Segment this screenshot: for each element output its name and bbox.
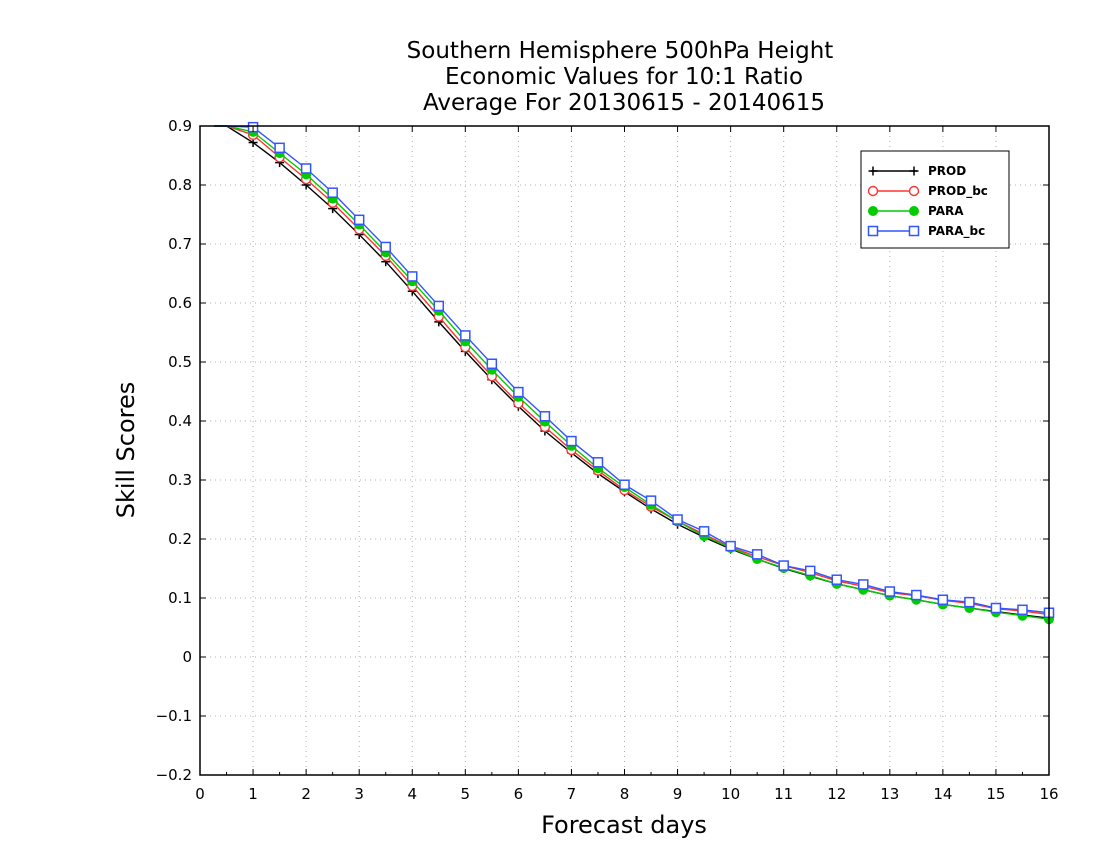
chart-title: Southern Hemisphere 500hPa Height Econom… — [407, 38, 834, 116]
y-tick-label: 0.4 — [168, 412, 192, 430]
data-point — [300, 163, 312, 174]
legend-marker-end — [908, 225, 920, 237]
data-point — [539, 411, 551, 422]
data-point — [566, 435, 577, 447]
data-point — [884, 586, 896, 597]
data-point — [990, 602, 1002, 614]
data-point — [911, 589, 922, 601]
legend-label: PARA_bc — [928, 224, 985, 239]
data-point — [725, 540, 736, 552]
x-tick-label: 0 — [195, 785, 205, 803]
legend: PROD PROD_bc PARA PARA_bc — [860, 150, 1010, 249]
data-point — [513, 386, 524, 398]
y-tick-label: 0.2 — [168, 530, 192, 548]
data-point — [804, 565, 816, 577]
x-tick-label: 7 — [567, 785, 577, 803]
legend-marker-start — [868, 166, 878, 176]
data-point — [698, 526, 710, 537]
data-point — [645, 495, 657, 506]
legend-item-prod: PROD — [868, 164, 966, 178]
x-tick-label: 3 — [354, 785, 364, 803]
legend-marker-start — [868, 206, 878, 216]
data-point — [937, 594, 949, 606]
y-axis-ticks: −0.2 −0.1 0 0.1 0.2 0.3 0.4 0.5 0.6 0.7 0.8 0.9 — [156, 117, 1049, 784]
legend-box — [860, 150, 1010, 249]
data-point — [619, 479, 630, 490]
x-tick-label: 4 — [407, 785, 417, 803]
x-tick-label: 12 — [827, 785, 846, 803]
legend-label: PROD_bc — [928, 184, 988, 199]
y-tick-label: −0.2 — [156, 766, 192, 784]
data-point — [1017, 604, 1028, 616]
x-tick-label: 5 — [461, 785, 471, 803]
data-point — [274, 142, 285, 154]
y-tick-label: 0.7 — [168, 235, 192, 253]
legend-label: PARA — [928, 204, 964, 218]
x-tick-label: 6 — [514, 785, 524, 803]
y-tick-label: 0.8 — [168, 176, 192, 194]
data-point — [831, 574, 842, 585]
x-tick-label: 11 — [774, 785, 793, 803]
title-line-2: Economic Values for 10:1 Ratio — [445, 64, 803, 90]
data-point — [486, 358, 498, 370]
data-point — [858, 579, 869, 590]
x-tick-label: 2 — [301, 785, 311, 803]
legend-marker-end — [909, 206, 919, 216]
data-point — [327, 187, 338, 198]
x-tick-label: 8 — [620, 785, 630, 803]
x-tick-label: 13 — [880, 785, 899, 803]
x-tick-label: 14 — [933, 785, 952, 803]
x-tick-label: 9 — [673, 785, 683, 803]
data-point — [592, 457, 604, 468]
y-tick-label: 0.3 — [168, 471, 192, 489]
legend-item-para-bc: PARA_bc — [867, 224, 985, 239]
legend-label: PROD — [928, 164, 966, 178]
y-axis-label: Skill Scores — [112, 382, 140, 519]
legend-marker-end — [909, 166, 919, 176]
y-tick-label: −0.1 — [156, 707, 192, 725]
data-point — [407, 271, 418, 282]
data-point — [964, 596, 975, 608]
title-line-3: Average For 20130615 - 20140615 — [423, 90, 825, 116]
data-point — [751, 549, 763, 560]
x-tick-label: 1 — [248, 785, 258, 803]
legend-item-prod-bc: PROD_bc — [867, 184, 988, 199]
data-point — [778, 560, 789, 571]
y-tick-label: 0.6 — [168, 294, 192, 312]
x-axis-ticks: 0 1 2 3 4 5 6 7 8 9 10 11 12 13 14 15 16 — [195, 126, 1059, 803]
x-axis-label: Forecast days — [541, 811, 707, 839]
y-tick-label: 0.1 — [168, 589, 192, 607]
y-tick-label: 0 — [182, 648, 192, 666]
legend-marker-end — [908, 185, 920, 197]
data-point — [380, 241, 391, 253]
x-tick-label: 16 — [1039, 785, 1058, 803]
data-point — [672, 514, 683, 525]
legend-marker-start — [867, 185, 879, 197]
y-tick-label: 0.9 — [168, 117, 192, 135]
x-tick-label: 15 — [986, 785, 1005, 803]
data-point — [460, 330, 471, 341]
grid — [200, 126, 1049, 775]
series-para-bc — [214, 121, 1055, 618]
data-point — [353, 214, 365, 226]
title-line-1: Southern Hemisphere 500hPa Height — [407, 38, 834, 64]
legend-item-para: PARA — [868, 204, 964, 218]
y-tick-label: 0.5 — [168, 353, 192, 371]
legend-marker-start — [867, 225, 879, 237]
data-point — [433, 300, 445, 312]
x-tick-label: 10 — [721, 785, 740, 803]
